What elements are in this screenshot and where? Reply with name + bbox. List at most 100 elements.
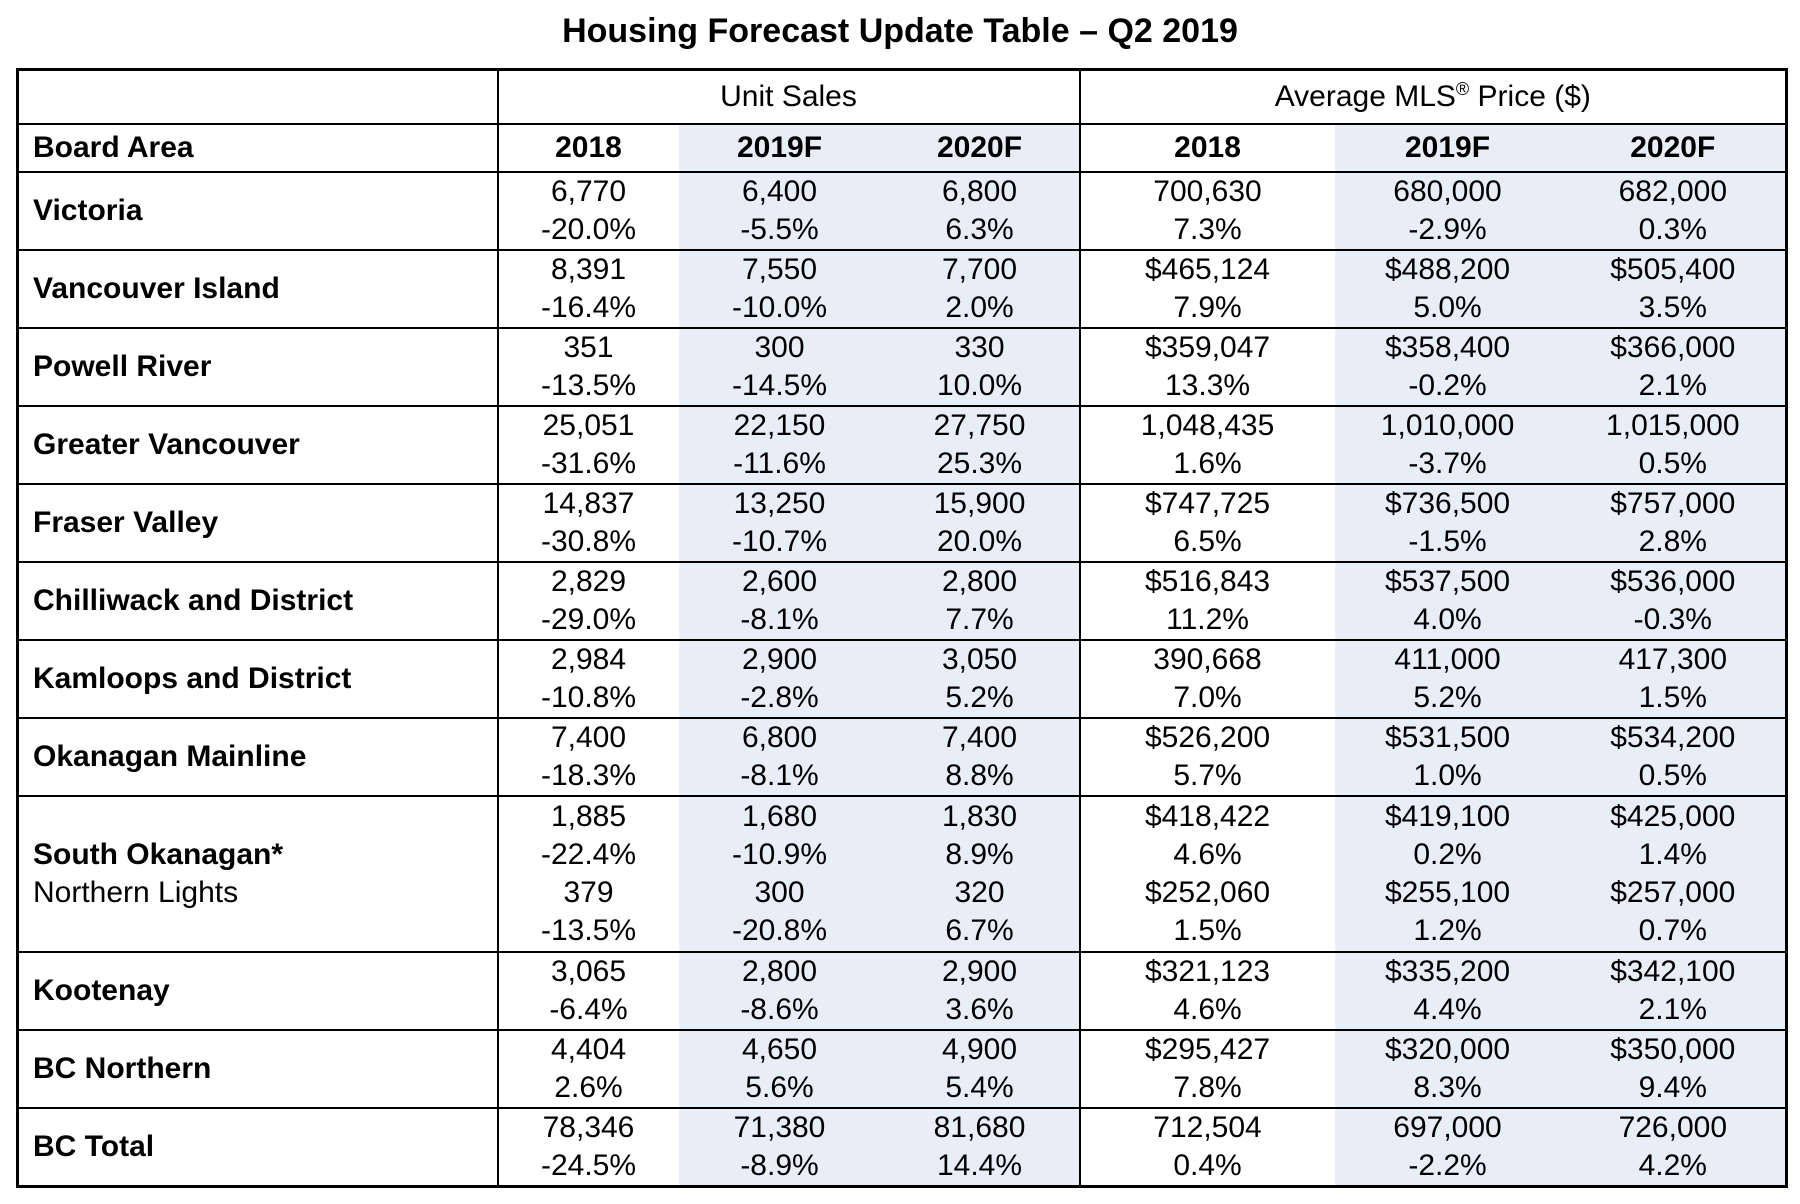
cell-line: 25.3% [936,447,1023,480]
cell-line: 5.6% [745,1071,814,1104]
board-area-cell: Kootenay [17,952,499,1031]
cell-line: 379 [563,876,614,909]
table-body: Victoria 6,770 -20.0% 6,400 -5.5% 6,800 6.3% 70… [17,172,1787,1188]
cell-line: $736,500 [1384,487,1511,520]
cell-line: 15,900 [933,487,1026,520]
cell-line: 1,048,435 [1140,409,1275,442]
cell-line: -20.8% [731,914,828,947]
avg-price-2018-cell: $465,124 7.9% [1079,250,1335,329]
unit-sales-2020f-cell: 4,900 5.4% [880,1030,1081,1109]
cell-line: $359,047 [1144,331,1271,364]
cell-line: -2.9% [1408,213,1487,246]
cell-line: $505,400 [1610,253,1736,286]
unit-sales-2020f-cell: 7,700 2.0% [880,250,1081,329]
table-row: Okanagan Mainline 7,400 -18.3% 6,800 -8.1% 7,… [17,718,1787,797]
cell-line: $536,000 [1610,565,1736,598]
board-area-cell: BC Total [17,1108,499,1188]
cell-line: 4,650 [741,1033,818,1066]
cell-line: -13.5% [540,914,637,947]
table-row: Kootenay 3,065 -6.4% 2,800 -8.6% 2,900 3.6% $32… [17,952,1787,1031]
board-area-cell: South Okanagan* Northern Lights [17,796,499,953]
table-row: Vancouver Island 8,391 -16.4% 7,550 -10.0% 7,… [17,250,1787,329]
table-row: BC Northern 4,404 2.6% 4,650 5.6% 4,900 5.4% $2… [17,1030,1787,1109]
cell-line: $465,124 [1144,253,1271,286]
cell-line: 1.2% [1413,914,1482,947]
cell-line: 1,830 [941,800,1018,833]
cell-line: -8.9% [740,1149,819,1182]
cell-line: 0.2% [1413,838,1482,871]
board-area-name: Okanagan Mainline [33,740,307,773]
board-area-cell: Vancouver Island [17,250,499,329]
unit-sales-2018-cell: 14,837 -30.8% [497,484,679,563]
registered-trademark-symbol: ® [1455,79,1470,99]
board-area-name: South Okanagan* [33,838,284,871]
cell-line: $321,123 [1144,955,1271,988]
cell-line: -3.7% [1408,447,1487,480]
cell-line: 14.4% [936,1149,1023,1182]
avg-price-2020f-cell: $536,000 -0.3% [1560,562,1787,641]
cell-line: 14,837 [542,487,635,520]
cell-line: 1,010,000 [1380,409,1515,442]
cell-line: 697,000 [1393,1111,1502,1144]
cell-line: 390,668 [1153,643,1262,676]
cell-line: -10.8% [540,681,637,714]
board-area-cell: Kamloops and District [17,640,499,719]
cell-line: 3.5% [1638,291,1707,324]
cell-line: -2.2% [1408,1149,1487,1182]
cell-line: 682,000 [1618,175,1728,208]
group-header-row: Unit Sales Average MLS® Price ($) [17,69,1787,125]
cell-line: 680,000 [1393,175,1502,208]
board-area-cell: Greater Vancouver [17,406,499,485]
unit-sales-2019f-cell: 6,800 -8.1% [678,718,881,797]
unit-sales-2018-cell: 3,065 -6.4% [497,952,679,1031]
cell-line: -0.3% [1633,603,1712,636]
cell-line: -10.0% [731,291,828,324]
avg-price-2018-cell: $359,047 13.3% [1079,328,1335,407]
unit-sales-group-header: Unit Sales [497,69,1081,125]
cell-line: 6.5% [1173,525,1242,558]
cell-line: 71,380 [733,1111,826,1144]
cell-line: -22.4% [540,838,637,871]
unit-sales-2019f-cell: 13,250 -10.7% [678,484,881,563]
cell-line: $425,000 [1610,800,1736,833]
cell-line: -5.5% [740,213,819,246]
cell-line: $531,500 [1384,721,1511,754]
table-row: South Okanagan* Northern Lights 1,885 -22.4… [17,796,1787,953]
avg-price-2018-cell: $295,427 7.8% [1079,1030,1335,1109]
cell-line: 13,250 [733,487,826,520]
cell-line: $757,000 [1610,487,1736,520]
cell-line: 330 [954,331,1005,364]
cell-line: 11.2% [1166,603,1249,636]
cell-line: 2,800 [741,955,818,988]
avg-price-2018-cell: $526,200 5.7% [1079,718,1335,797]
cell-line: $358,400 [1384,331,1511,364]
cell-line: 4.6% [1173,838,1242,871]
cell-line: 2,800 [941,565,1018,598]
cell-line: 2,600 [741,565,818,598]
avg-price-2019f-cell: $537,500 4.0% [1334,562,1561,641]
cell-line: 0.7% [1638,914,1707,947]
cell-line: -10.7% [731,525,828,558]
board-area-cell: Okanagan Mainline [17,718,499,797]
cell-line: 7,700 [941,253,1018,286]
cell-line: -16.4% [540,291,637,324]
cell-line: 417,300 [1618,643,1728,676]
avg-price-2020f-cell: 1,015,000 0.5% [1560,406,1787,485]
unit-sales-2018-cell: 8,391 -16.4% [497,250,679,329]
cell-line: 10.0% [936,369,1023,402]
table-row: Chilliwack and District 2,829 -29.0% 2,600 -… [17,562,1787,641]
cell-line: -11.6% [733,447,826,480]
avg-price-2019f-header: 2019F [1334,124,1561,173]
board-area-cell: BC Northern [17,1030,499,1109]
cell-line: $488,200 [1384,253,1511,286]
unit-sales-2018-cell: 6,770 -20.0% [497,172,679,251]
avg-price-2020f-cell: $350,000 9.4% [1560,1030,1787,1109]
unit-sales-2019f-cell: 2,800 -8.6% [678,952,881,1031]
avg-price-2019f-cell: 697,000 -2.2% [1334,1108,1561,1188]
cell-line: $342,100 [1610,955,1736,988]
cell-line: 25,051 [542,409,635,442]
cell-line: $418,422 [1144,800,1271,833]
cell-line: 7.9% [1173,291,1242,324]
board-area-name: Vancouver Island [33,272,280,305]
cell-line: 4.4% [1413,993,1482,1026]
